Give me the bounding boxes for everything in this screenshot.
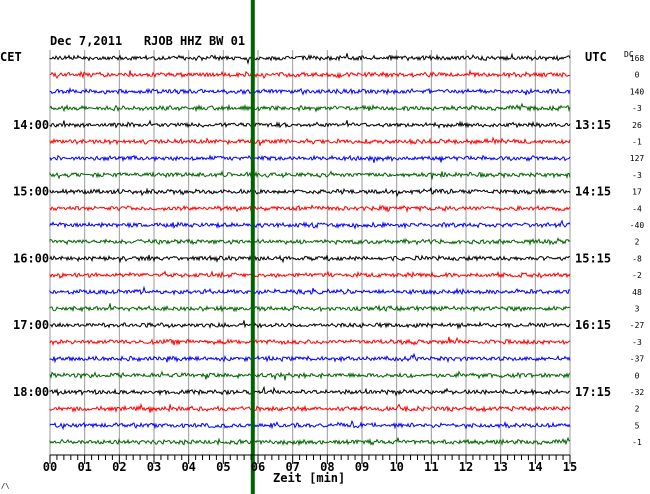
grid [49,50,571,455]
corner-mark: /\ [1,482,9,490]
x-tick-label: 05 [216,460,230,474]
dc-offset-value: 17 [632,188,642,197]
seismogram-trace [49,385,571,397]
dc-offset-value: -8 [632,254,642,263]
left-time-labels: 14:00 15:00 16:00 17:00 18:00 [13,118,49,399]
left-time-label: 16:00 [13,251,49,265]
right-time-label: 17:15 [575,385,611,399]
seismogram-trace [49,237,571,247]
dc-offset-value: -1 [632,438,642,447]
left-axis-label: CET [0,50,22,64]
seismogram-trace [49,69,571,80]
seismogram-trace [49,119,571,130]
dc-offset-value: 127 [630,154,645,163]
left-time-label: 14:00 [13,118,49,132]
dc-offset-value: 0 [635,71,640,80]
dc-offset-value: -4 [632,204,642,213]
dc-offset-value: -37 [630,355,645,364]
seismogram-trace [49,336,571,346]
right-time-label: 16:15 [575,318,611,332]
right-time-label: 15:15 [575,251,611,265]
x-tick-label: 07 [285,460,299,474]
seismogram-trace [49,320,571,330]
seismogram-trace [49,436,571,447]
dc-offset-value: -1 [632,138,642,147]
seismogram-trace [49,285,571,296]
x-tick-label: 00 [43,460,57,474]
right-time-labels: 13:15 14:15 15:15 16:15 17:15 [575,118,611,399]
dc-label: DC [624,50,634,59]
x-tick-label: 01 [77,460,91,474]
x-tick-label: 04 [181,460,195,474]
dc-offset-value: 2 [635,238,640,247]
seismogram-trace [49,136,571,146]
x-tick-label: 10 [389,460,403,474]
seismogram-trace [49,52,571,65]
left-time-label: 18:00 [13,385,49,399]
traces [49,52,571,447]
dc-offset-value: -3 [632,338,642,347]
dc-offset-value: 2 [635,405,640,414]
dc-offset-value: -3 [632,104,642,113]
dc-offset-value: 48 [632,288,642,297]
dc-offset-value: 168 [630,54,645,63]
x-axis-label: Zeit [min] [273,471,345,485]
dc-offset-value: -3 [632,171,642,180]
seismogram-trace [49,402,571,414]
seismogram-trace [49,419,571,431]
seismogram-trace [49,154,571,163]
x-tick-label: 08 [320,460,334,474]
seismogram-trace [49,102,571,113]
dc-offset-value: 3 [635,305,640,314]
chart-title: Dec 7,2011 RJOB HHZ BW 01 [50,34,245,48]
x-tick-label: 13 [493,460,507,474]
seismogram-trace [49,87,571,96]
x-ticks: 00 01 02 03 04 05 06 07 08 09 10 11 12 13 14 15 [43,454,577,474]
dc-offset-value: 140 [630,87,645,96]
left-time-label: 15:00 [13,185,49,199]
seismogram-trace [49,170,571,180]
dc-offset-value: -32 [630,388,645,397]
x-tick-label: 03 [147,460,161,474]
dc-offset-value: -2 [632,271,642,280]
x-tick-label: 06 [251,460,265,474]
dc-offset-value: 0 [635,371,640,380]
seismogram-trace [49,303,571,313]
seismogram-trace [49,187,571,198]
x-tick-label: 15 [563,460,577,474]
right-time-label: 14:15 [575,185,611,199]
right-axis-label: UTC [585,50,607,64]
dc-offset-labels: 168 0 140 -3 26 -1 127 -3 17 -4 -40 2 -8 -2 48 3 -27 -3 -3… [630,54,645,447]
seismogram-trace [49,352,571,364]
dc-offset-value: -27 [630,321,645,330]
seismogram-trace [49,370,571,381]
dc-offset-value: 5 [635,421,640,430]
seismogram-trace [49,219,571,230]
seismogram-trace [49,254,571,264]
left-time-label: 17:00 [13,318,49,332]
x-tick-label: 02 [112,460,126,474]
x-tick-label: 14 [528,460,542,474]
seismogram-trace [49,203,571,214]
x-tick-label: 11 [424,460,438,474]
dc-offset-value: -40 [630,221,645,230]
x-tick-label: 09 [355,460,369,474]
dc-offset-value: 26 [632,121,642,130]
right-time-label: 13:15 [575,118,611,132]
seismogram-trace [49,270,571,280]
x-tick-label: 12 [459,460,473,474]
